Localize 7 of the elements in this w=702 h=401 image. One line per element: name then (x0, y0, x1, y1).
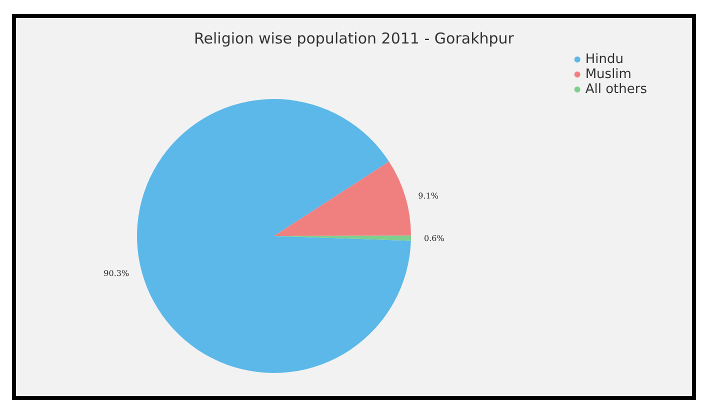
legend-label: Muslim (585, 67, 632, 82)
legend-label: All others (585, 82, 648, 97)
legend-label: Hindu (585, 52, 624, 67)
data-label: 90.3% (104, 269, 130, 278)
data-label: 0.6% (424, 234, 445, 243)
data-label: 9.1% (418, 191, 439, 200)
chart-title: Religion wise population 2011 - Gorakhpur (194, 30, 515, 48)
